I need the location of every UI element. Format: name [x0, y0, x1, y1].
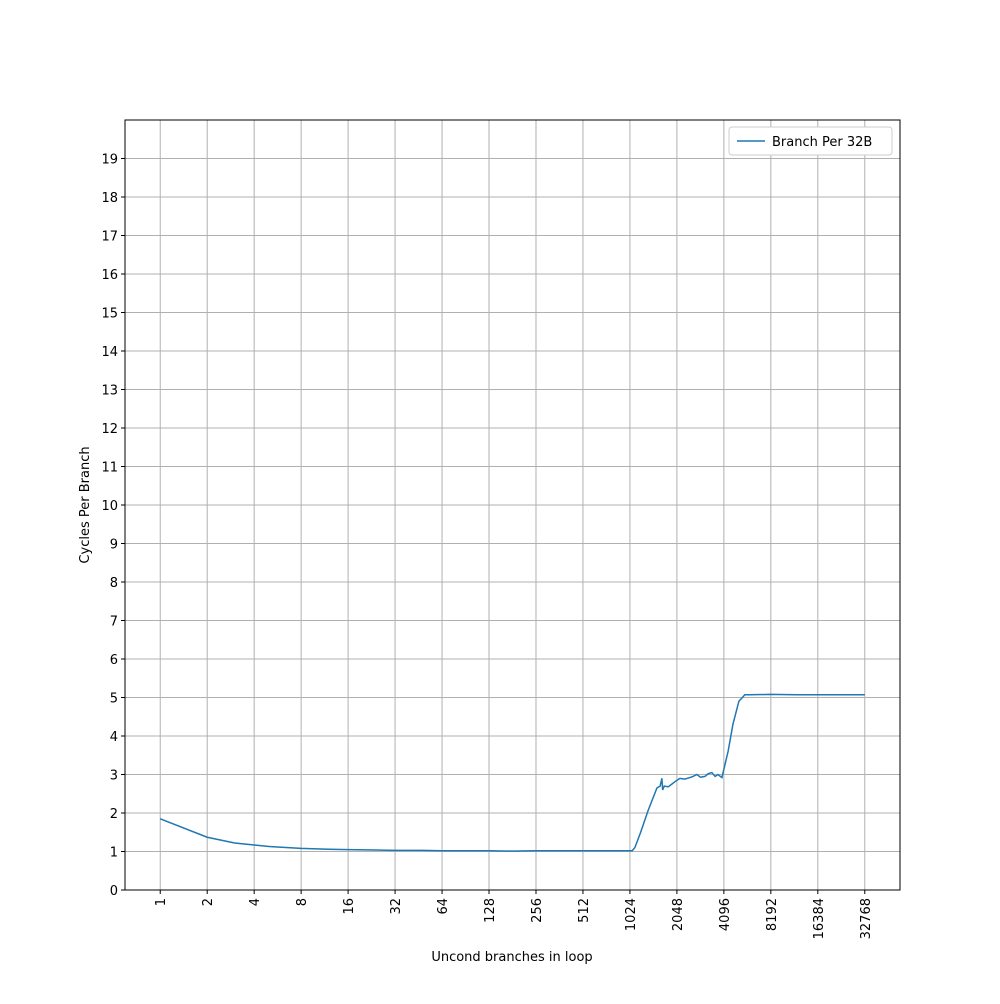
y-tick-label: 18 [101, 191, 118, 206]
x-tick-label: 32 [389, 898, 404, 915]
y-tick-label: 19 [101, 153, 118, 168]
y-tick-label: 1 [110, 846, 118, 861]
x-tick-label: 2 [201, 898, 216, 906]
y-tick-label: 0 [110, 884, 118, 899]
y-tick-label: 17 [101, 230, 118, 245]
y-tick-label: 4 [110, 730, 118, 745]
y-tick-label: 14 [101, 345, 118, 360]
y-tick-label: 6 [110, 653, 118, 668]
y-axis-label: Cycles Per Branch [78, 446, 93, 563]
x-tick-label: 256 [530, 898, 545, 923]
x-tick-label: 8 [295, 898, 310, 906]
y-tick-label: 11 [101, 461, 118, 476]
x-tick-label: 8192 [765, 898, 780, 931]
legend-box [728, 126, 893, 156]
y-tick-label: 9 [110, 538, 118, 553]
x-tick-label: 1024 [624, 898, 639, 931]
x-tick-label: 64 [436, 898, 451, 915]
x-axis-label: Uncond branches in loop [431, 950, 592, 965]
y-tick-label: 8 [110, 576, 118, 591]
x-tick-label: 16 [342, 898, 357, 915]
data-line [159, 693, 865, 852]
x-tick-label: 16384 [812, 898, 827, 939]
y-tick-label: 15 [101, 307, 118, 322]
x-tick-label: 128 [483, 898, 498, 923]
y-tick-label: 12 [101, 422, 118, 437]
legend-label: Branch Per 32B [772, 135, 872, 150]
x-tick-label: 1 [154, 898, 169, 906]
y-tick-label: 3 [110, 769, 118, 784]
y-tick-label: 13 [101, 384, 118, 399]
y-tick-label: 2 [110, 807, 118, 822]
y-tick-label: 16 [101, 268, 118, 283]
y-tick-label: 5 [110, 692, 118, 707]
y-tick-label: 7 [110, 615, 118, 630]
x-tick-label: 4 [248, 898, 263, 906]
x-tick-label: 512 [577, 898, 592, 923]
plot-frame [124, 119, 901, 891]
y-tick-label: 10 [101, 499, 118, 514]
x-tick-label: 4096 [718, 898, 733, 931]
x-tick-label: 2048 [671, 898, 686, 931]
x-tick-label: 32768 [859, 898, 874, 939]
